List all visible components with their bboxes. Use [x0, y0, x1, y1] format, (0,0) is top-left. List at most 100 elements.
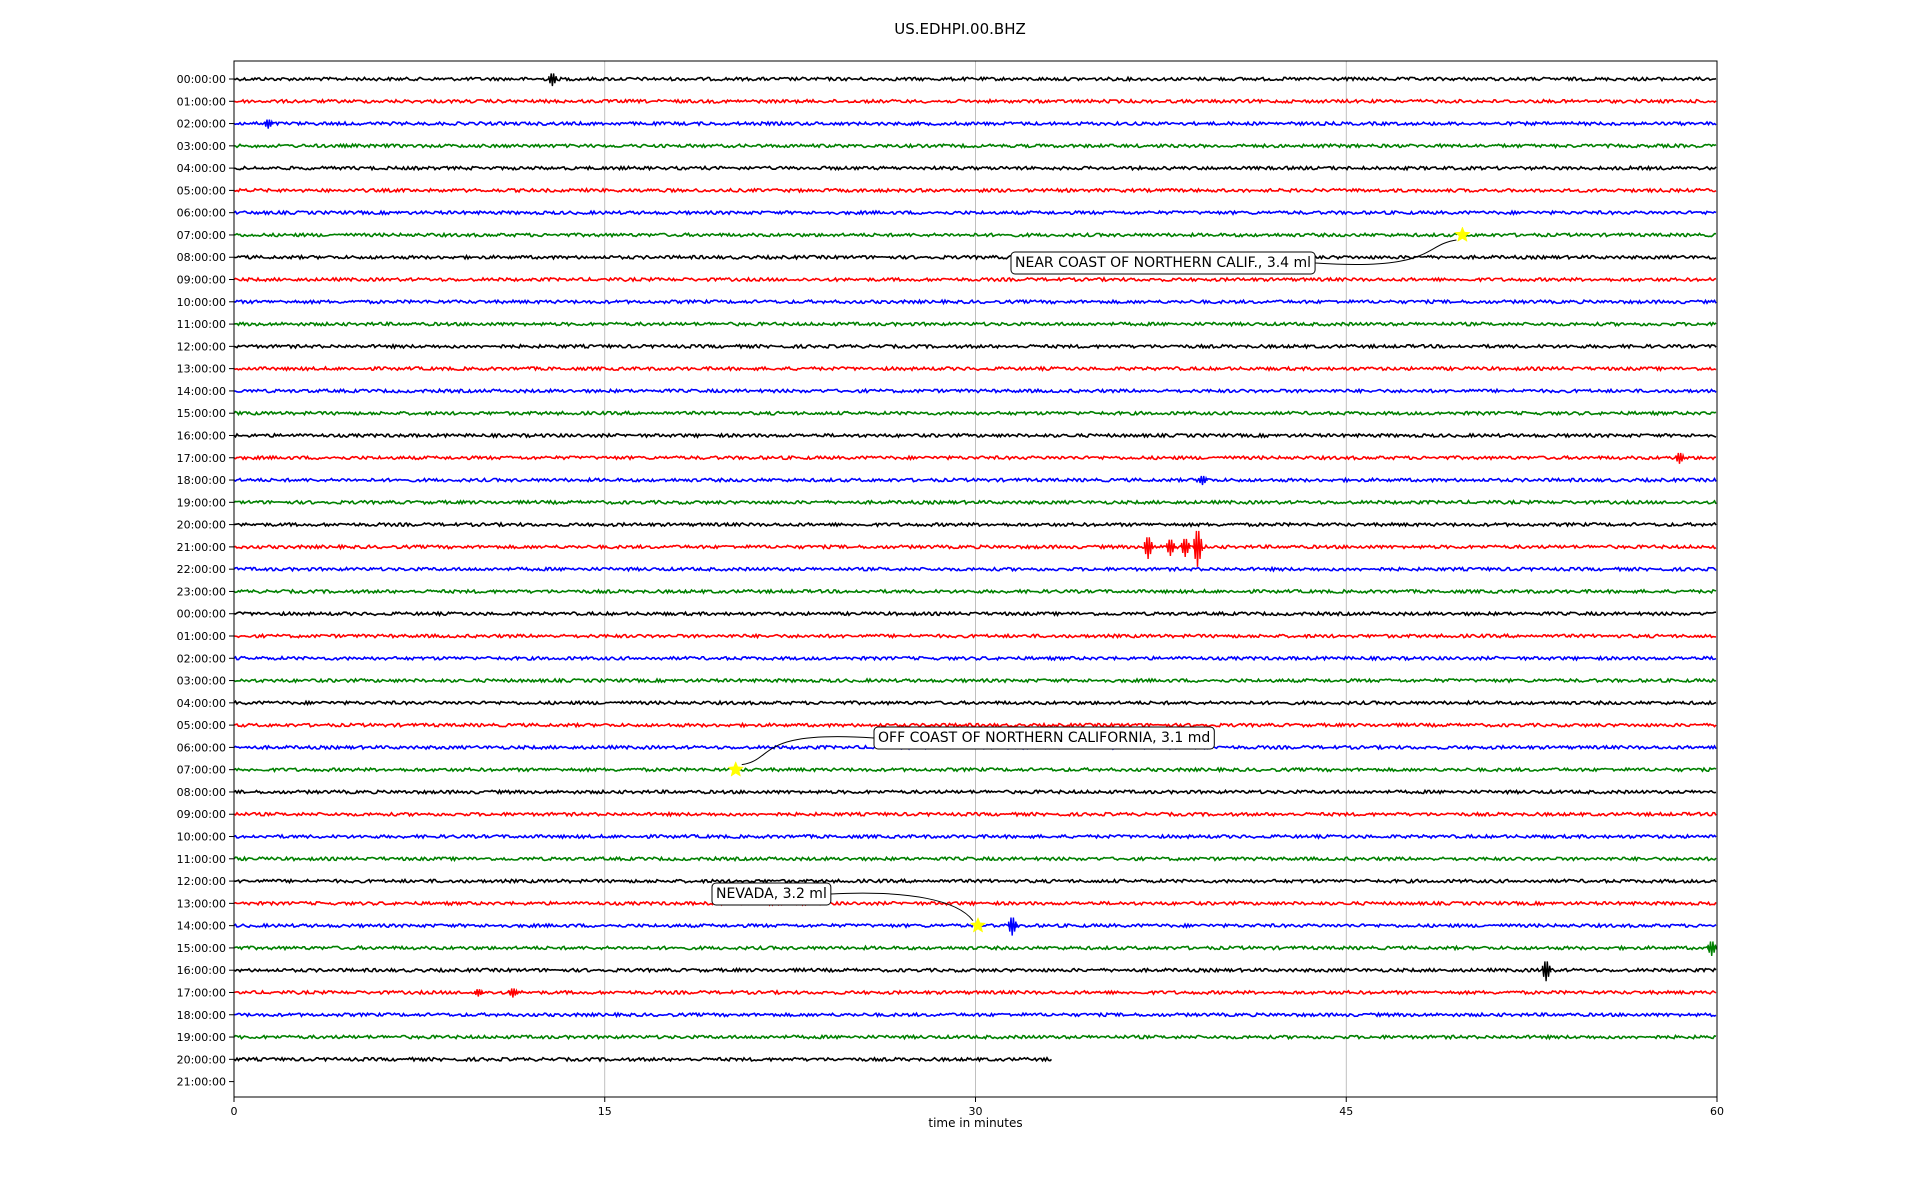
y-tick-label: 21:00:00 [177, 541, 226, 554]
event-connector [830, 892, 974, 921]
trace-line [233, 298, 1717, 306]
y-tick-label: 13:00:00 [177, 363, 226, 376]
x-axis-label: time in minutes [928, 1116, 1023, 1130]
event-connector [1315, 239, 1457, 266]
trace-line [233, 632, 1717, 640]
event-star-marker [1454, 226, 1471, 242]
event-annotation: NEAR COAST OF NORTHERN CALIF., 3.4 ml [1010, 226, 1471, 275]
trace-line [233, 655, 1717, 662]
y-tick-label: 18:00:00 [177, 474, 226, 487]
chart-title: US.EDHPI.00.BHZ [894, 20, 1026, 38]
y-tick-label: 04:00:00 [177, 697, 226, 710]
y-tick-label: 15:00:00 [177, 407, 226, 420]
event-annotation: OFF COAST OF NORTHERN CALIFORNIA, 3.1 md [727, 726, 1215, 777]
trace-line [233, 365, 1717, 373]
y-tick-label: 19:00:00 [177, 496, 226, 509]
y-tick-label: 23:00:00 [177, 585, 226, 598]
y-tick-label: 11:00:00 [177, 318, 226, 331]
y-tick-label: 16:00:00 [177, 964, 226, 977]
event-star-marker [969, 916, 987, 933]
y-tick-label: 20:00:00 [177, 1053, 226, 1066]
event-annotations: NEAR COAST OF NORTHERN CALIF., 3.4 ml OFF… [711, 226, 1471, 933]
y-tick-label: 14:00:00 [177, 920, 226, 933]
event-connector [741, 736, 875, 766]
event-annotation: NEVADA, 3.2 ml [711, 882, 987, 933]
y-tick-label: 15:00:00 [177, 942, 226, 955]
y-tick-labels: 00:00:00 01:00:00 02:00:00 03:00:00 04:00:00… [177, 73, 234, 1089]
x-tick-label: 0 [231, 1105, 238, 1118]
trace-line [233, 900, 1717, 907]
y-tick-label: 03:00:00 [177, 675, 226, 688]
trace-line [233, 699, 1717, 707]
signal-burst [473, 989, 484, 997]
trace-line [233, 966, 1717, 974]
x-tick-label: 15 [598, 1105, 612, 1118]
trace-line [233, 387, 1717, 395]
trace-line [233, 833, 1717, 840]
y-tick-label: 18:00:00 [177, 1009, 226, 1022]
x-tick-label: 45 [1339, 1105, 1353, 1118]
trace-line [233, 788, 1717, 796]
signal-burst [1166, 539, 1176, 556]
trace-line [233, 1056, 1053, 1063]
trace-line [233, 989, 1717, 996]
x-tick-label: 60 [1710, 1105, 1724, 1118]
trace-line [233, 810, 1717, 818]
y-tick-label: 07:00:00 [177, 764, 226, 777]
trace-line [233, 410, 1717, 417]
signal-burst [1180, 538, 1191, 557]
y-tick-label: 05:00:00 [177, 719, 226, 732]
y-tick-label: 08:00:00 [177, 251, 226, 264]
y-tick-label: 08:00:00 [177, 786, 226, 799]
trace-line [233, 521, 1717, 528]
trace-line [233, 721, 1717, 729]
trace-line [233, 98, 1717, 105]
y-tick-label: 03:00:00 [177, 140, 226, 153]
trace-line [233, 677, 1717, 684]
signal-burst [548, 73, 558, 87]
trace-line [233, 855, 1717, 863]
y-tick-label: 06:00:00 [177, 207, 226, 220]
y-tick-label: 17:00:00 [177, 452, 226, 465]
trace-line [233, 565, 1717, 573]
trace-line [233, 877, 1717, 885]
trace-line [233, 432, 1717, 439]
y-tick-label: 10:00:00 [177, 296, 226, 309]
event-label: NEVADA, 3.2 ml [716, 886, 827, 902]
y-tick-label: 07:00:00 [177, 229, 226, 242]
signal-burst [508, 988, 519, 998]
trace-line [233, 342, 1717, 350]
trace-line [233, 209, 1717, 216]
y-tick-label: 13:00:00 [177, 897, 226, 910]
trace-line [233, 187, 1717, 194]
signal-burst [1541, 961, 1552, 982]
y-tick-label: 06:00:00 [177, 741, 226, 754]
y-tick-label: 09:00:00 [177, 808, 226, 821]
trace-line [233, 588, 1717, 595]
y-tick-label: 11:00:00 [177, 853, 226, 866]
y-tick-label: 01:00:00 [177, 630, 226, 643]
y-tick-label: 19:00:00 [177, 1031, 226, 1044]
trace-line [233, 320, 1717, 328]
y-tick-label: 12:00:00 [177, 875, 226, 888]
trace-line [233, 499, 1717, 506]
y-tick-label: 01:00:00 [177, 95, 226, 108]
trace-line [233, 231, 1716, 239]
plot-frame [233, 60, 1718, 1098]
signal-burst [1198, 475, 1208, 486]
signal-burst [1143, 537, 1154, 559]
signal-burst [263, 119, 274, 129]
signal-burst [1707, 941, 1718, 956]
event-star-marker [727, 761, 745, 777]
y-tick-label: 09:00:00 [177, 274, 226, 287]
event-label: NEAR COAST OF NORTHERN CALIF., 3.4 ml [1015, 255, 1311, 271]
y-tick-label: 02:00:00 [177, 118, 226, 131]
trace-line [233, 543, 1717, 551]
y-tick-label: 02:00:00 [177, 652, 226, 665]
trace-line [233, 120, 1717, 127]
y-tick-label: 21:00:00 [177, 1076, 226, 1089]
y-tick-label: 20:00:00 [177, 519, 226, 532]
trace-line [233, 75, 1717, 83]
